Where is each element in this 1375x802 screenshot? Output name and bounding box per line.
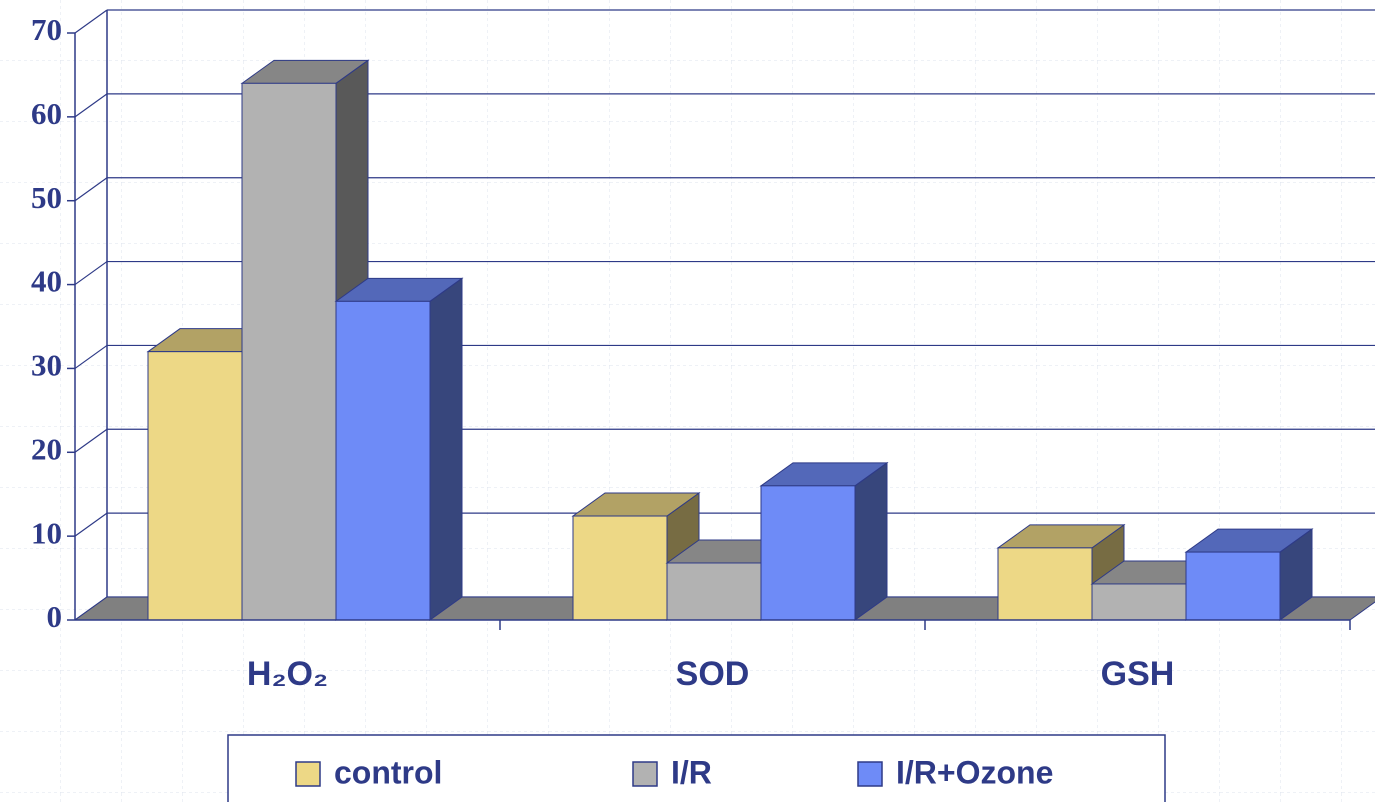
- grid-line: [74, 512, 108, 537]
- legend-label: I/R+Ozone: [896, 754, 1053, 790]
- grid-line: [74, 261, 108, 286]
- bar-side: [429, 277, 463, 621]
- x-tick-label: H₂O₂: [247, 655, 328, 693]
- legend-label: I/R: [671, 754, 712, 790]
- y-tick-label: 50: [31, 180, 62, 215]
- legend-box: [227, 734, 1166, 802]
- grid-line: [74, 344, 108, 369]
- bar: [666, 562, 762, 621]
- grid-line: [74, 177, 108, 202]
- y-tick-label: 30: [31, 348, 62, 383]
- bar: [335, 300, 431, 621]
- y-tick-label: 20: [31, 431, 62, 466]
- grid-line: [74, 428, 108, 453]
- bar: [1091, 583, 1187, 621]
- bar: [997, 547, 1093, 621]
- x-tick-label: GSH: [1101, 655, 1175, 693]
- x-tick-label: SOD: [676, 655, 750, 693]
- grid-line: [74, 9, 108, 34]
- bar: [147, 351, 243, 621]
- legend-swatch: [632, 761, 658, 787]
- y-tick-label: 60: [31, 96, 62, 131]
- legend-label: control: [334, 754, 442, 790]
- bar: [572, 515, 668, 621]
- y-tick-label: 0: [47, 599, 63, 634]
- bar-side: [854, 461, 888, 621]
- y-tick-label: 40: [31, 264, 62, 299]
- legend-swatch: [857, 761, 883, 787]
- grid-line: [74, 93, 108, 118]
- bar: [760, 485, 856, 621]
- bar: [241, 82, 337, 621]
- y-tick-label: 70: [31, 12, 62, 47]
- bar: [1185, 551, 1281, 621]
- legend-swatch: [295, 761, 321, 787]
- y-tick-label: 10: [31, 515, 62, 550]
